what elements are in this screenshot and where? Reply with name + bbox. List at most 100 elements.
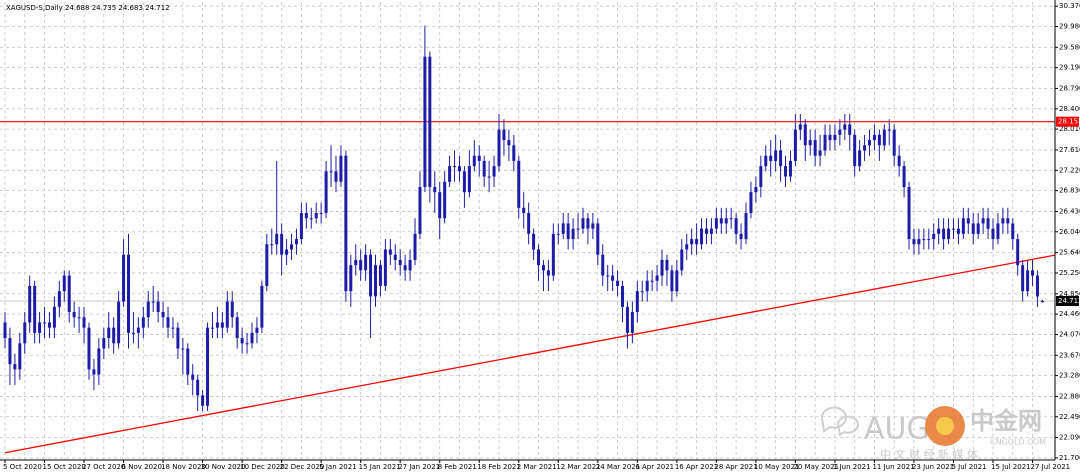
candle-body (314, 213, 318, 219)
candle-body (136, 327, 140, 333)
candle-body (112, 327, 116, 344)
y-tick-label: 28.790 (1059, 84, 1080, 92)
candle-body (907, 186, 911, 240)
candle-body (423, 56, 427, 187)
candle-body (788, 160, 792, 177)
candle-body (364, 254, 368, 271)
y-tick-label: 22.490 (1059, 413, 1080, 421)
candle-body (976, 223, 980, 234)
candle-body (556, 233, 560, 235)
candle-body (902, 166, 906, 187)
candle-body (383, 249, 387, 286)
candle-body (784, 166, 788, 177)
candle-body (467, 166, 471, 193)
candle-body (72, 312, 76, 318)
candle-body (299, 213, 303, 240)
candle-body (448, 166, 452, 182)
candle-body (601, 254, 605, 276)
x-tick-label: 27 Jan 2021 (398, 463, 440, 471)
chat-icon (820, 406, 847, 433)
y-tick-label: 21.700 (1059, 454, 1080, 462)
candle-body (265, 244, 269, 286)
candle-body (57, 291, 61, 307)
candle-body (951, 228, 955, 230)
candle-body (453, 166, 457, 168)
candle-body (858, 150, 862, 167)
candle-body (981, 218, 985, 224)
candle-body (695, 239, 699, 245)
candle-body (3, 322, 7, 339)
watermark: AUG 中金网 CNGOLD.COM 中 文 财 经 新 媒 体 (820, 406, 1046, 461)
candle-body (606, 275, 610, 277)
candle-body (304, 213, 308, 219)
candle-body (161, 312, 165, 318)
candle-body (393, 254, 397, 260)
x-tick-label: 12 Mar 2021 (556, 463, 600, 471)
candle-body (630, 312, 634, 333)
candle-body (818, 150, 822, 156)
y-tick-label: 29.980 (1059, 22, 1080, 30)
candle-body (354, 259, 358, 266)
candle-body (512, 145, 516, 161)
candle-body (156, 301, 160, 313)
y-tick-label: 29.190 (1059, 64, 1080, 72)
candle-body (961, 218, 965, 234)
candle-body (522, 207, 526, 214)
x-tick-label: 20 May 2021 (793, 463, 839, 471)
candle-body (117, 301, 121, 344)
candle-body (793, 129, 797, 161)
candle-body (581, 218, 585, 229)
candle-body (1016, 239, 1020, 266)
candle-body (927, 239, 931, 241)
candle-body (82, 317, 86, 328)
candle-body (892, 129, 896, 156)
candle-body (971, 223, 975, 234)
candle-body (225, 301, 229, 328)
x-tick-label: 27 Oct 2020 (82, 463, 125, 471)
candle-body (13, 364, 17, 370)
candle-body (991, 228, 995, 240)
x-tick-label: 15 Oct 2020 (43, 463, 86, 471)
candle-body (408, 259, 412, 271)
candle-body (719, 218, 723, 224)
x-tick-label: 30 Nov 2020 (201, 463, 246, 471)
candle-body (92, 369, 96, 375)
candle-body (828, 134, 832, 141)
x-tick-label: 24 Mar 2021 (596, 463, 640, 471)
candle-body (670, 270, 674, 292)
candle-body (922, 239, 926, 241)
candle-body (482, 160, 486, 177)
y-tick-label: 24.850 (1059, 290, 1080, 298)
candle-body (650, 280, 654, 282)
candle-body (122, 254, 126, 302)
candle-body (334, 171, 338, 182)
candle-body (532, 233, 536, 250)
candle-body (798, 124, 802, 130)
candle-body (97, 348, 101, 375)
y-tick-label: 26.040 (1059, 228, 1080, 236)
candle-body (215, 322, 219, 328)
chat-icon (836, 415, 859, 437)
candle-body (596, 223, 600, 255)
candle-body (47, 322, 51, 328)
candle-body (932, 233, 936, 240)
candle-body (433, 186, 437, 193)
candle-body (206, 327, 210, 406)
candle-body (749, 192, 753, 214)
watermark-text: AUG (864, 412, 930, 447)
candle-body (507, 140, 511, 146)
candle-body (660, 259, 664, 276)
candle-body (477, 155, 481, 161)
candle-body (665, 259, 669, 271)
candle-body (438, 192, 442, 219)
candle-body (813, 140, 817, 156)
candle-body (141, 317, 145, 328)
candle-body (586, 218, 590, 229)
candle-body (285, 249, 289, 255)
candle-body (166, 317, 170, 328)
candle-body (853, 134, 857, 167)
candle-body (87, 327, 91, 370)
candle-body (502, 129, 506, 141)
y-tick-label: 25.640 (1059, 249, 1080, 257)
